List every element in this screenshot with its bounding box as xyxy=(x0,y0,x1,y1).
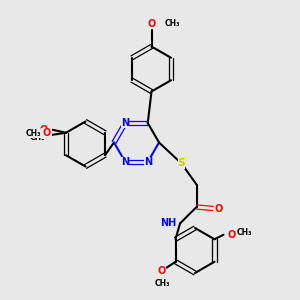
Text: O: O xyxy=(147,19,156,29)
Text: O: O xyxy=(158,266,166,276)
Text: N: N xyxy=(144,157,152,167)
Text: O: O xyxy=(214,203,223,214)
Text: CH₃: CH₃ xyxy=(154,279,170,288)
Text: O: O xyxy=(227,230,235,240)
Text: CH₃: CH₃ xyxy=(29,133,45,142)
Text: O: O xyxy=(40,125,48,135)
Text: N: N xyxy=(121,157,129,167)
Text: O: O xyxy=(42,128,51,139)
Text: N: N xyxy=(121,118,129,128)
Text: NH: NH xyxy=(160,218,176,229)
Text: CH₃: CH₃ xyxy=(165,20,181,28)
Text: CH₃: CH₃ xyxy=(237,228,253,237)
Text: CH₃: CH₃ xyxy=(25,129,41,138)
Text: S: S xyxy=(178,158,185,169)
